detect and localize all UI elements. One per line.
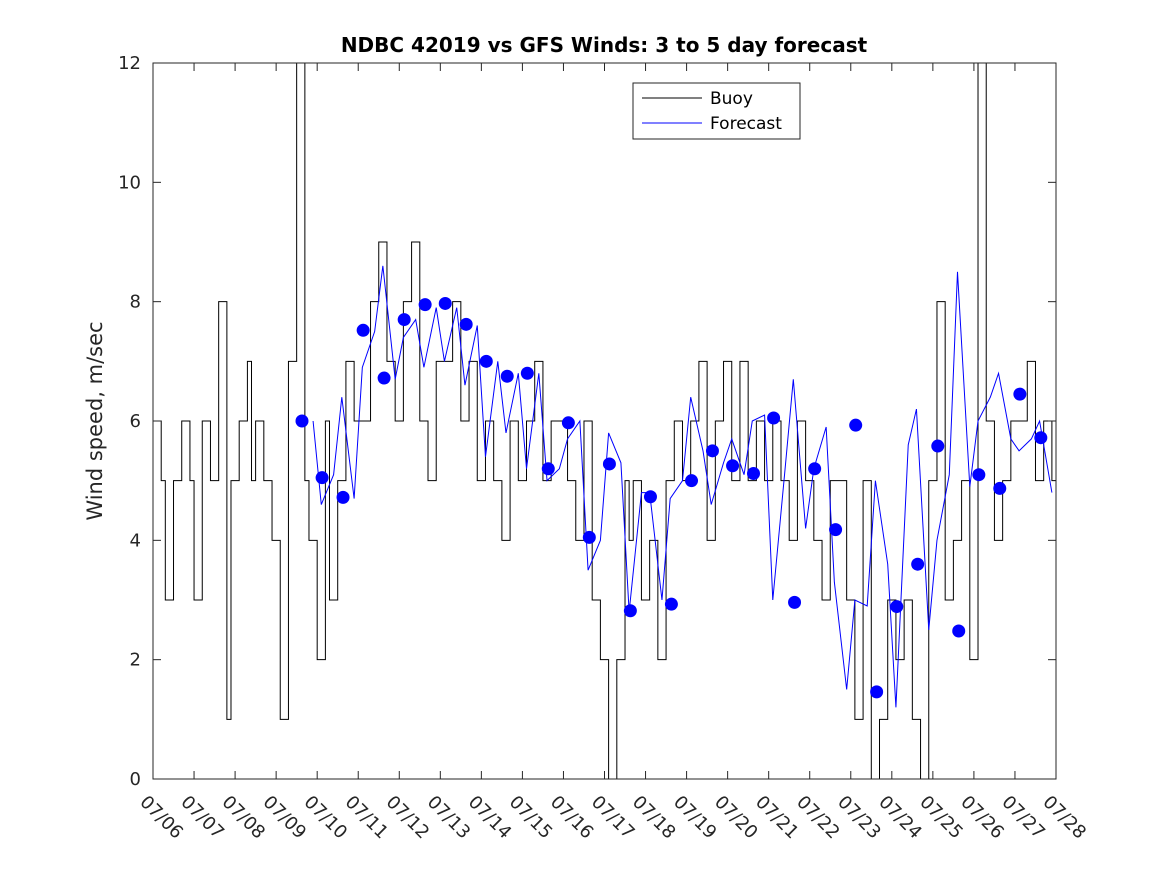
chart-title: NDBC 42019 vs GFS Winds: 3 to 5 day fore… — [341, 33, 868, 57]
forecast-point — [808, 462, 822, 476]
forecast-point — [685, 474, 699, 488]
forecast-point — [870, 685, 884, 699]
forecast-series-line — [312, 265, 1053, 708]
forecast-point — [726, 459, 740, 473]
forecast-point — [911, 557, 925, 571]
forecast-point — [829, 523, 843, 537]
forecast-point — [295, 414, 309, 428]
y-tick-label: 6 — [130, 411, 141, 432]
forecast-point — [397, 313, 411, 327]
y-tick-label: 12 — [118, 53, 141, 74]
y-tick-label: 0 — [130, 769, 141, 790]
y-tick-label: 2 — [130, 650, 141, 671]
forecast-point — [438, 296, 452, 310]
forecast-point — [377, 371, 391, 385]
legend-forecast-label: Forecast — [710, 114, 782, 134]
forecast-point — [315, 471, 329, 485]
y-tick-label: 10 — [118, 172, 141, 193]
y-tick-label: 4 — [130, 530, 141, 551]
forecast-point — [767, 411, 781, 425]
forecast-point — [664, 597, 678, 611]
forecast-point — [582, 530, 596, 544]
forecast-point — [459, 317, 473, 331]
series-layer — [153, 62, 1057, 780]
forecast-point — [993, 481, 1007, 495]
forecast-point — [623, 604, 637, 618]
forecast-point — [972, 468, 986, 482]
legend-box — [632, 82, 801, 140]
forecast-point — [520, 366, 534, 380]
legend-buoy-label: Buoy — [710, 89, 753, 109]
forecast-point — [849, 418, 863, 432]
forecast-point — [1013, 387, 1027, 401]
forecast-point — [931, 439, 945, 453]
forecast-point — [561, 416, 575, 430]
y-axis-label: Wind speed, m/sec — [83, 321, 107, 520]
forecast-point — [746, 467, 760, 481]
y-axis: 0 2 4 6 8 10 12 — [118, 53, 1056, 790]
forecast-point — [418, 298, 432, 312]
y-tick-label: 8 — [130, 292, 141, 313]
forecast-point — [643, 490, 657, 504]
forecast-point — [479, 354, 493, 368]
forecast-point — [336, 490, 350, 504]
forecast-point — [541, 462, 555, 476]
legend: Buoy Forecast — [632, 82, 801, 140]
buoy-series-line — [153, 62, 1057, 780]
forecast-point — [705, 444, 719, 458]
forecast-point — [602, 457, 616, 471]
forecast-point — [788, 595, 802, 609]
marker-layer — [295, 296, 1048, 699]
forecast-point — [356, 323, 370, 337]
forecast-point — [952, 624, 966, 638]
forecast-point — [500, 369, 514, 383]
forecast-point — [1034, 431, 1048, 445]
forecast-point — [890, 600, 904, 614]
